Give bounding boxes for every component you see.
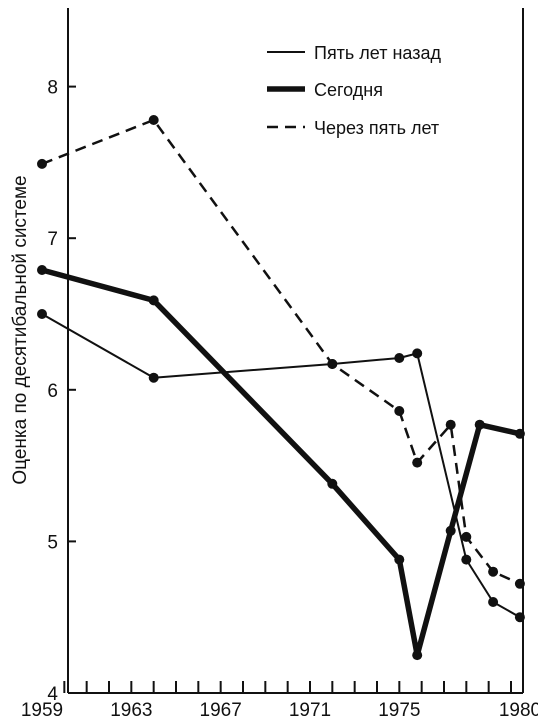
data-point (445, 419, 456, 430)
y-tick-label: 8 (47, 78, 58, 99)
data-point (327, 478, 338, 489)
data-point (461, 554, 472, 565)
data-point (474, 419, 485, 430)
data-point (445, 525, 456, 536)
data-point (514, 612, 525, 623)
x-tick-label: 1967 (200, 700, 242, 719)
x-tick-label: 1963 (110, 700, 152, 719)
x-tick-label: 1959 (21, 700, 63, 719)
data-point (148, 115, 159, 125)
data-point (488, 566, 499, 577)
y-tick-label: 4 (47, 684, 58, 705)
data-point (148, 372, 159, 383)
data-point (37, 158, 47, 169)
x-tick-label: 1980 (499, 700, 538, 719)
x-tick-label: 1975 (378, 700, 420, 719)
data-point (412, 650, 423, 661)
data-point (412, 457, 423, 468)
series-line (41, 313, 521, 619)
series-2 (37, 265, 525, 661)
data-point (37, 309, 47, 319)
series-1 (37, 309, 525, 623)
data-point (327, 359, 338, 369)
data-point (461, 531, 472, 542)
data-point (488, 597, 499, 607)
x-tick-label: 1971 (289, 700, 331, 719)
data-point (394, 554, 405, 565)
y-tick-label: 6 (47, 381, 58, 402)
data-point (514, 578, 525, 589)
y-tick-label: 7 (47, 229, 58, 250)
legend: Пять лет назад Сегодня Через пять лет (267, 43, 441, 138)
data-point (412, 348, 423, 359)
legend-label: Пять лет назад (314, 43, 441, 63)
y-axis-label: Оценка по десятибальной системе (10, 175, 31, 484)
data-point (394, 353, 405, 363)
legend-label: Сегодня (314, 80, 383, 100)
data-point (394, 406, 405, 416)
y-tick-label: 5 (47, 532, 58, 553)
data-point (148, 295, 159, 306)
data-point (514, 428, 525, 439)
data-point (37, 265, 47, 275)
series-line (41, 118, 521, 585)
series-3 (37, 115, 525, 589)
axes: 4 5 6 7 8 1959 1963 1967 1971 1975 1980 (21, 8, 538, 719)
legend-label: Через пять лет (314, 118, 439, 138)
series-line (41, 267, 521, 658)
series-layer (37, 115, 525, 661)
